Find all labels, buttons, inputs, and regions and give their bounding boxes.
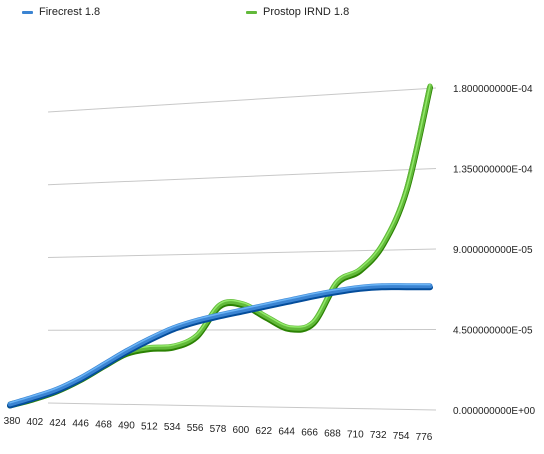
y-tick-label: 1.350000000E-04: [453, 165, 533, 176]
legend-swatch-firecrest: [22, 10, 33, 14]
x-tick-label: 776: [416, 432, 433, 443]
x-tick-label: 534: [164, 422, 181, 433]
gridline: [47, 87, 437, 113]
legend-entry-firecrest: Firecrest 1.8: [22, 6, 100, 18]
x-tick-label: 490: [118, 420, 135, 431]
x-tick-label: 754: [393, 431, 410, 442]
series-line-prostop: [7, 83, 433, 407]
series-line-shadow-prostop: [7, 84, 433, 409]
x-tick-label: 424: [49, 418, 66, 429]
x-tick-label: 666: [301, 428, 318, 439]
series-lines: [7, 83, 433, 409]
gridline: [47, 168, 437, 186]
x-tick-label: 556: [187, 423, 204, 434]
y-tick-label: 4.500000000E-05: [453, 326, 533, 337]
x-tick-label: 578: [210, 424, 227, 435]
x-tick-label: 600: [233, 425, 250, 436]
x-tick-label: 732: [370, 430, 387, 441]
x-tick-label: 402: [27, 417, 44, 428]
x-tick-label: 512: [141, 421, 158, 432]
series-line-highlight-firecrest: [9, 283, 431, 404]
series-line-firecrest: [7, 283, 433, 407]
x-tick-label: 688: [324, 428, 341, 439]
x-axis-ticks: 380 402 424 446 468 490 512 534 556 578 600 622 644 6…: [4, 416, 433, 443]
gridlines: [47, 87, 437, 411]
y-tick-label: 9.000000000E-05: [453, 245, 533, 256]
series-line-highlight-prostop: [9, 84, 431, 404]
legend-swatch-prostop: [246, 10, 257, 14]
gridline: [47, 329, 437, 331]
y-tick-label: 1.800000000E-04: [453, 84, 533, 95]
x-tick-label: 644: [278, 427, 295, 438]
x-tick-label: 446: [72, 419, 89, 430]
legend-label-prostop: Prostop IRND 1.8: [263, 6, 350, 18]
x-tick-label: 380: [4, 416, 21, 427]
x-tick-label: 622: [255, 426, 272, 437]
gridline: [47, 248, 437, 258]
x-tick-label: 468: [95, 420, 112, 431]
x-tick-label: 710: [347, 429, 364, 440]
legend-entry-prostop: Prostop IRND 1.8: [246, 6, 349, 18]
y-tick-label: 0.000000000E+00: [453, 406, 535, 417]
legend-label-firecrest: Firecrest 1.8: [39, 6, 101, 18]
y-axis-ticks: 0.000000000E+00 4.500000000E-05 9.00000000…: [453, 84, 535, 417]
gridline: [47, 402, 437, 411]
